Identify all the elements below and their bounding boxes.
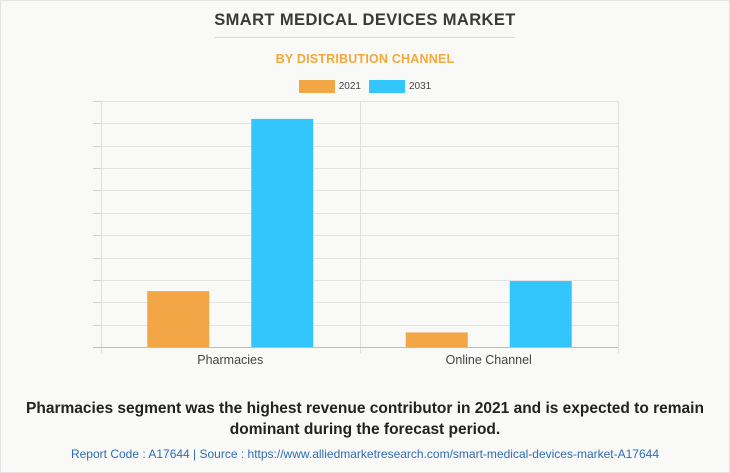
x-tick-label: Pharmacies (197, 353, 263, 367)
bar-online-channel-2031 (509, 281, 572, 347)
legend-item-2031[interactable]: 2031 (369, 80, 431, 93)
x-tick-label: Online Channel (446, 353, 532, 367)
bar-pharmacies-2021 (147, 291, 210, 347)
legend-swatch-2031 (369, 80, 405, 93)
legend-swatch-2021 (298, 80, 335, 93)
chart-legend: 2021 2031 (0, 80, 730, 93)
title-divider (215, 37, 515, 38)
chart-title: SMART MEDICAL DEVICES MARKET (214, 11, 516, 29)
chart-subtitle: BY DISTRIBUTION CHANNEL (275, 52, 455, 66)
axis-layer: Pharmacies Online Channel (93, 101, 618, 367)
legend-label-2031: 2031 (409, 81, 432, 92)
chart-caption: Pharmacies segment was the highest reven… (26, 400, 704, 438)
source-footer[interactable]: Report Code : A17644 | Source : https://… (70, 447, 660, 461)
legend-item-2021[interactable]: 2021 (298, 80, 361, 93)
bar-pharmacies-2031 (251, 118, 314, 348)
bar-layer (147, 118, 572, 348)
legend-label-2021: 2021 (338, 81, 361, 92)
bar-online-channel-2021 (405, 332, 468, 347)
